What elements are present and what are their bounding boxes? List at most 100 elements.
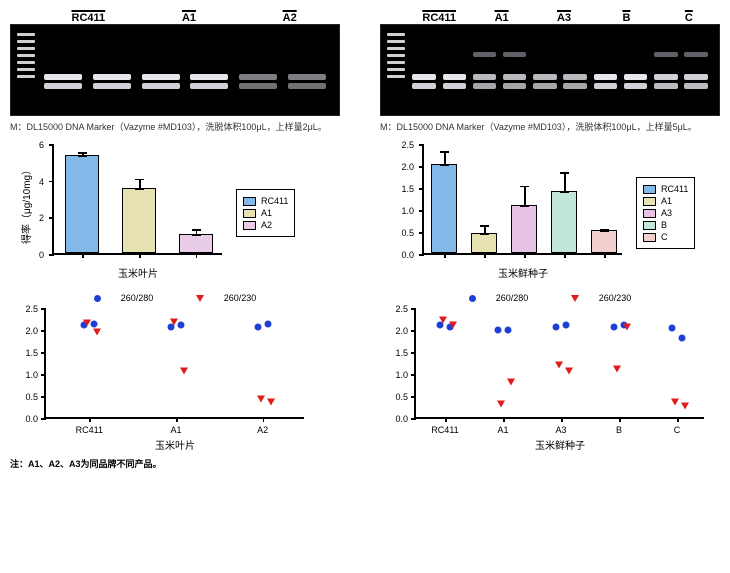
y-axis-title: 得率（μg/10mg） bbox=[18, 165, 33, 244]
legend-seed: RC411A1A3BC bbox=[636, 177, 695, 249]
point-260-280 bbox=[669, 325, 676, 332]
gel-image-seed bbox=[380, 24, 720, 116]
gel-row: RC411A1A2 M：DL15000 DNA Marker（Vazyme #M… bbox=[10, 10, 720, 133]
scatter-chart-seed: 0.00.51.01.52.02.5RC411A1A3BC玉米鲜种子 bbox=[380, 305, 704, 451]
y-tick-label: 0.0 bbox=[384, 250, 414, 260]
legend-item: A1 bbox=[243, 208, 288, 218]
y-tick-label: 1.5 bbox=[25, 348, 38, 358]
bar-block-seed: 0.00.51.01.52.02.5玉米鲜种子 RC411A1A3BC bbox=[380, 139, 720, 287]
legend-item: RC411 bbox=[243, 196, 288, 206]
scatter-legend: 260/280 260/230 bbox=[10, 293, 340, 303]
gel-lane bbox=[530, 52, 560, 89]
gel-lane bbox=[185, 52, 234, 89]
legend-item: B bbox=[643, 220, 688, 230]
point-260-230 bbox=[83, 320, 91, 327]
legend-item: A1 bbox=[643, 196, 688, 206]
gel-group-label: A2 bbox=[239, 10, 340, 24]
gel-lane bbox=[88, 52, 137, 89]
gel-lane bbox=[651, 52, 681, 89]
point-260-230 bbox=[555, 362, 563, 369]
gel-lane bbox=[136, 52, 185, 89]
bar bbox=[551, 191, 577, 253]
point-260-280 bbox=[495, 326, 502, 333]
y-tick-label: 0.0 bbox=[25, 414, 38, 424]
point-260-230 bbox=[170, 319, 178, 326]
x-axis-title: 玉米鲜种子 bbox=[416, 437, 704, 452]
bar bbox=[591, 230, 617, 253]
y-tick-label: 2.0 bbox=[395, 326, 408, 336]
point-260-280 bbox=[563, 321, 570, 328]
gel-lane bbox=[409, 52, 439, 89]
bar-chart-seed: 0.00.51.01.52.02.5玉米鲜种子 bbox=[380, 139, 622, 287]
point-260-230 bbox=[180, 367, 188, 374]
gel-group-label: RC411 bbox=[38, 10, 139, 24]
y-tick-label: 0.5 bbox=[25, 392, 38, 402]
gel-lane bbox=[39, 52, 88, 89]
y-tick-label: 2.5 bbox=[384, 140, 414, 150]
y-tick-label: 1.5 bbox=[395, 348, 408, 358]
point-260-280 bbox=[611, 323, 618, 330]
gel-lane bbox=[560, 52, 590, 89]
x-tick-label: RC411 bbox=[69, 425, 109, 435]
figure-root: RC411 A1 A2 M：DL15000 DNA Marker（Vazyme #M… bbox=[10, 10, 720, 470]
legend-item: A2 bbox=[243, 220, 288, 230]
scatter-row: 260/280 260/230 0.0 0.5 1.0 1.5 2.0 2.5 RC411 A… bbox=[10, 293, 720, 451]
footnote: 注：A1、A2、A3为同品牌不同产品。 bbox=[10, 457, 720, 470]
gel-lane bbox=[620, 52, 650, 89]
bar bbox=[511, 205, 537, 253]
scatter-block-seed: 260/280 260/230 0.00.51.01.52.02.5RC411A… bbox=[380, 293, 720, 451]
scatter-legend: 260/280 260/230 bbox=[380, 293, 720, 303]
gel-caption-seed: M：DL15000 DNA Marker（Vazyme #MD103），洗脱体积… bbox=[380, 120, 720, 133]
point-260-230 bbox=[93, 329, 101, 336]
x-axis-title: 玉米叶片 bbox=[54, 265, 222, 280]
gel-lane bbox=[234, 52, 283, 89]
point-260-280 bbox=[254, 323, 261, 330]
gel-lane bbox=[282, 52, 331, 89]
gel-lane bbox=[590, 52, 620, 89]
point-260-280 bbox=[178, 322, 185, 329]
bar bbox=[65, 155, 99, 253]
gel-lane bbox=[500, 52, 530, 89]
scatter-block-leaf: 260/280 260/230 0.0 0.5 1.0 1.5 2.0 2.5 RC411 A… bbox=[10, 293, 340, 451]
gel-group-label: C bbox=[658, 10, 720, 24]
x-tick-label: B bbox=[599, 425, 639, 435]
gel-lane bbox=[681, 52, 711, 89]
y-tick-label: 1.0 bbox=[384, 206, 414, 216]
legend-260-280: 260/280 bbox=[121, 293, 154, 303]
y-tick-label: 2.5 bbox=[395, 304, 408, 314]
gel-group-label: B bbox=[595, 10, 657, 24]
point-260-230 bbox=[671, 398, 679, 405]
bar bbox=[471, 233, 497, 253]
ladder-icon bbox=[17, 33, 35, 107]
y-tick-label: 0.5 bbox=[395, 392, 408, 402]
point-260-230 bbox=[497, 400, 505, 407]
point-260-230 bbox=[565, 367, 573, 374]
gel-image-leaf bbox=[10, 24, 340, 116]
gel-caption-leaf: M：DL15000 DNA Marker（Vazyme #MD103），洗脱体积… bbox=[10, 120, 340, 133]
gel-lane bbox=[469, 52, 499, 89]
legend-260-230: 260/230 bbox=[599, 293, 632, 303]
x-tick-label: A2 bbox=[243, 425, 283, 435]
bar-chart-leaf: 0246玉米叶片得率（μg/10mg） bbox=[10, 139, 222, 287]
bar-row: 0246玉米叶片得率（μg/10mg） RC411A1A2 0.00.51.01… bbox=[10, 139, 720, 287]
y-tick-label: 1.5 bbox=[384, 184, 414, 194]
x-axis-title: 玉米叶片 bbox=[46, 437, 304, 452]
x-tick-label: RC411 bbox=[425, 425, 465, 435]
point-260-280 bbox=[91, 320, 98, 327]
legend-260-280: 260/280 bbox=[496, 293, 529, 303]
x-tick-label: C bbox=[657, 425, 697, 435]
y-tick-label: 1.0 bbox=[395, 370, 408, 380]
scatter-chart-leaf: 0.00.51.01.52.02.5RC411A1A2玉米叶片 bbox=[10, 305, 304, 451]
y-tick-label: 2.0 bbox=[25, 326, 38, 336]
y-tick-label: 0.0 bbox=[395, 414, 408, 424]
bar-block-leaf: 0246玉米叶片得率（μg/10mg） RC411A1A2 bbox=[10, 139, 340, 287]
point-260-230 bbox=[681, 403, 689, 410]
y-tick-label: 0.5 bbox=[384, 228, 414, 238]
point-260-280 bbox=[679, 334, 686, 341]
y-tick-label: 2.5 bbox=[25, 304, 38, 314]
bar bbox=[179, 234, 213, 253]
gel-panel-seed: RC411A1A3BC M：DL15000 DNA Marker（Vazyme … bbox=[380, 10, 720, 133]
point-260-230 bbox=[623, 323, 631, 330]
point-260-230 bbox=[449, 321, 457, 328]
y-tick-label: 1.0 bbox=[25, 370, 38, 380]
